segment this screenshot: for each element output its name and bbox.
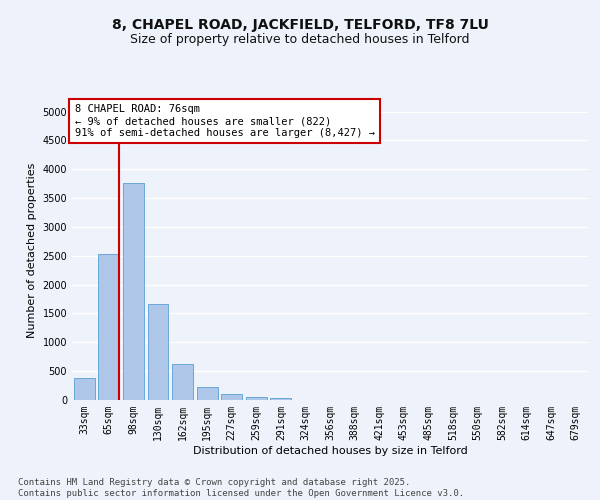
Bar (98, 254, 119, 400)
Text: Contains HM Land Registry data © Crown copyright and database right 2025.
Contai: Contains HM Land Registry data © Crown c… (18, 478, 464, 498)
Bar (172, 364, 193, 400)
Bar (221, 394, 242, 400)
Bar (271, 398, 292, 400)
Bar (148, 304, 169, 400)
Y-axis label: Number of detached properties: Number of detached properties (27, 162, 37, 338)
Text: Size of property relative to detached houses in Telford: Size of property relative to detached ho… (130, 32, 470, 46)
Bar (74, 378, 95, 400)
Text: 8, CHAPEL ROAD, JACKFIELD, TELFORD, TF8 7LU: 8, CHAPEL ROAD, JACKFIELD, TELFORD, TF8 … (112, 18, 488, 32)
X-axis label: Distribution of detached houses by size in Telford: Distribution of detached houses by size … (193, 446, 467, 456)
Bar (197, 386, 218, 400)
Bar (123, 183, 144, 400)
Bar (246, 397, 267, 400)
Text: 8 CHAPEL ROAD: 76sqm
← 9% of detached houses are smaller (822)
91% of semi-detac: 8 CHAPEL ROAD: 76sqm ← 9% of detached ho… (74, 104, 374, 138)
